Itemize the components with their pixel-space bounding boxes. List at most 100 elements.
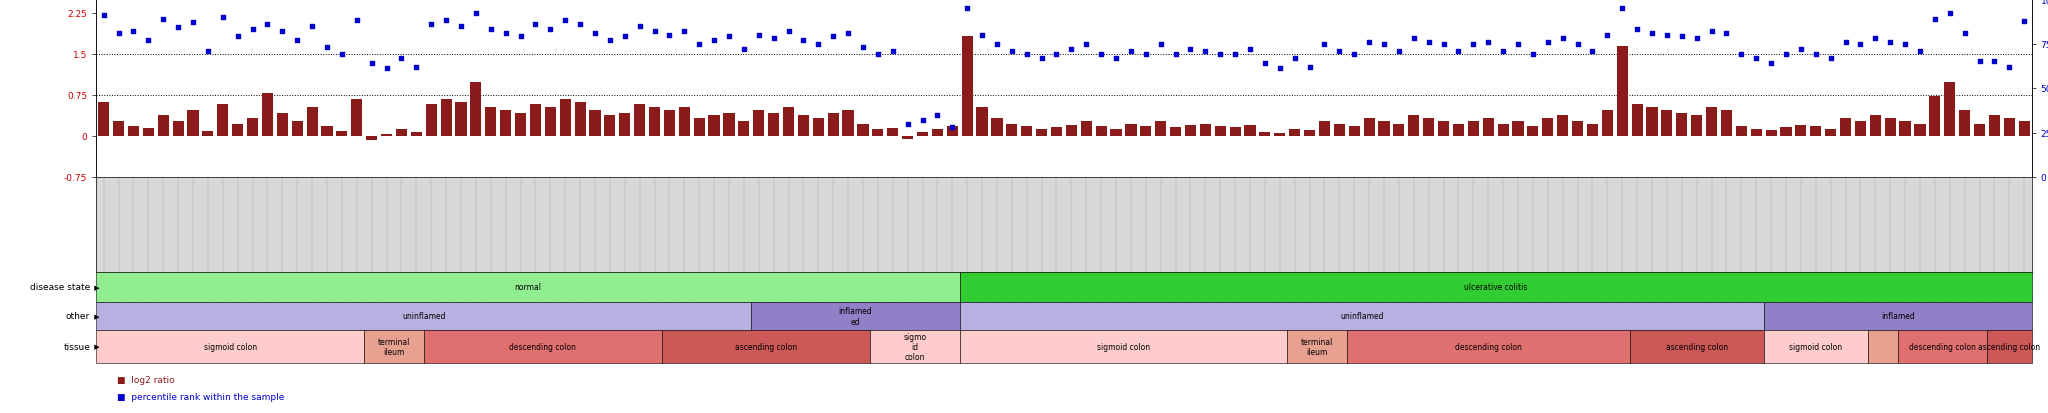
Point (862, 52, 895, 58)
Bar (1751, 130, 1761, 137)
Bar (678, 108, 690, 137)
Bar (827, 114, 840, 137)
Bar (1573, 121, 1583, 137)
Point (1696, 28, 1729, 35)
Point (1860, 36, 1892, 43)
Bar (918, 132, 928, 137)
Point (1665, 34, 1698, 40)
Bar (485, 108, 496, 137)
Point (1561, 41, 1593, 47)
Point (1888, 41, 1921, 47)
Bar (1915, 125, 1925, 137)
Bar (1229, 128, 1241, 137)
Bar (217, 105, 229, 137)
Point (1442, 48, 1475, 55)
Bar (1438, 121, 1450, 137)
Bar (991, 119, 1004, 137)
Point (1413, 39, 1446, 46)
Point (252, 21, 285, 28)
Bar (1602, 110, 1614, 137)
Point (1100, 55, 1133, 62)
Point (653, 32, 686, 39)
Bar (514, 114, 526, 137)
Bar (231, 125, 244, 137)
Point (1354, 39, 1386, 46)
Point (1606, 5, 1638, 12)
Point (1636, 31, 1669, 37)
Text: inflamed: inflamed (1880, 312, 1915, 321)
Point (1010, 52, 1042, 58)
Point (758, 36, 791, 43)
Point (193, 48, 225, 55)
Bar (307, 108, 317, 137)
Bar (262, 94, 272, 137)
Bar (1737, 127, 1747, 137)
Bar (1006, 125, 1018, 137)
Point (1874, 39, 1907, 46)
Point (416, 21, 449, 28)
Point (444, 23, 477, 30)
Text: tissue: tissue (63, 342, 90, 351)
Point (311, 45, 344, 51)
Point (430, 18, 463, 25)
Text: ▶: ▶ (92, 344, 100, 350)
Bar (1706, 108, 1716, 137)
Bar (858, 125, 868, 137)
Point (1948, 31, 1980, 37)
Point (668, 28, 700, 35)
Point (1456, 41, 1489, 47)
Point (1473, 39, 1505, 46)
Bar (336, 132, 348, 137)
Point (1145, 41, 1178, 47)
Bar (188, 110, 199, 137)
Bar (946, 127, 958, 137)
Bar (1378, 121, 1391, 137)
Text: descending colon: descending colon (1454, 342, 1522, 351)
Bar (2019, 121, 2030, 137)
Bar (2003, 119, 2015, 137)
Point (1174, 46, 1206, 53)
Text: ■  log2 ratio: ■ log2 ratio (117, 375, 174, 384)
Point (682, 41, 715, 47)
Bar (649, 108, 659, 137)
Point (1487, 48, 1520, 55)
Point (1577, 48, 1610, 55)
Text: sigmoid colon: sigmoid colon (1790, 342, 1843, 351)
Bar (471, 83, 481, 137)
Point (1292, 64, 1325, 71)
Bar (1944, 83, 1956, 137)
Bar (1974, 125, 1985, 137)
Bar (1720, 110, 1733, 137)
Point (639, 28, 672, 35)
Bar (350, 100, 362, 137)
Point (162, 25, 195, 32)
Text: sigmoid colon: sigmoid colon (203, 342, 256, 351)
Point (1516, 52, 1548, 58)
Point (117, 28, 150, 35)
Bar (500, 110, 512, 137)
Point (713, 34, 745, 40)
Point (1382, 48, 1415, 55)
Bar (1260, 132, 1270, 137)
Bar (455, 103, 467, 137)
Point (1233, 46, 1266, 53)
Bar (664, 110, 676, 137)
Point (1190, 48, 1223, 55)
Bar (248, 119, 258, 137)
Point (1026, 55, 1059, 62)
Point (1741, 55, 1774, 62)
Point (1933, 11, 1966, 17)
Point (1397, 36, 1430, 43)
Point (459, 11, 492, 17)
Point (1710, 31, 1743, 37)
Point (608, 34, 641, 40)
Text: other: other (66, 312, 90, 321)
Point (399, 64, 432, 71)
Text: descending colon: descending colon (510, 342, 575, 351)
Point (1501, 41, 1534, 47)
Bar (1780, 128, 1792, 137)
Point (1546, 36, 1579, 43)
Point (563, 21, 596, 28)
Text: inflamed
ed: inflamed ed (838, 306, 872, 326)
Bar (1765, 131, 1778, 137)
